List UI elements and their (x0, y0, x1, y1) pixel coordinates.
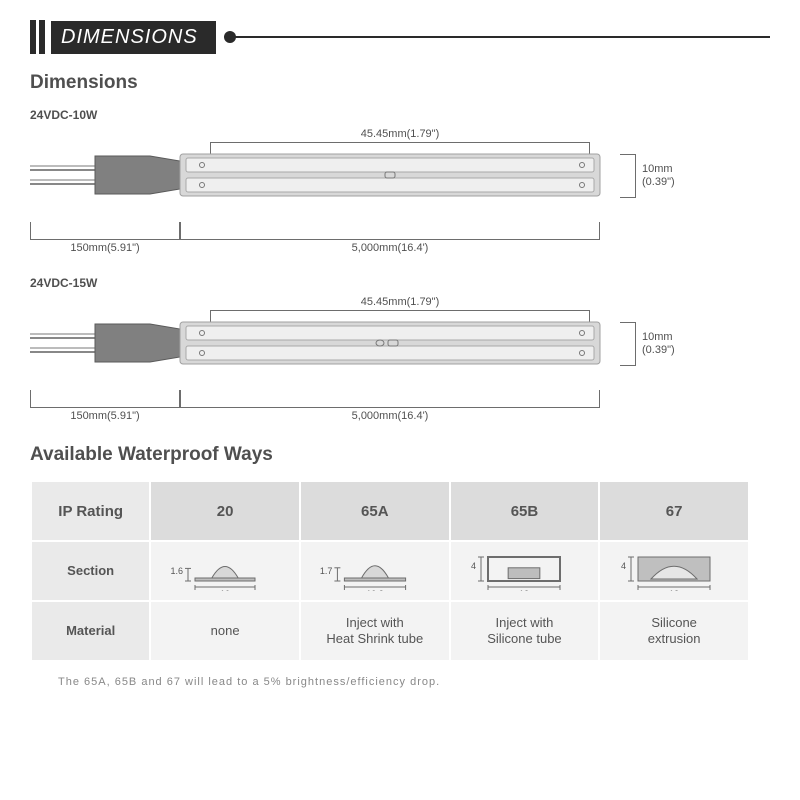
banner-rule (230, 36, 770, 38)
section-profile-icon: 1.7 10.2 (320, 551, 430, 591)
banner-accent-bars (30, 20, 45, 54)
table-rowheader-material: Material (31, 601, 150, 661)
waterproof-table: IP Rating 2065A65B67 Section 1.6 10 1.7 … (30, 480, 750, 662)
section-banner: DIMENSIONS (30, 20, 770, 54)
dim-right-value-2: (0.39") (642, 344, 675, 357)
strip-diagram (30, 314, 620, 372)
heading-waterproof: Available Waterproof Ways (30, 444, 770, 466)
table-column-header: 65A (300, 481, 450, 541)
table-cell-section: 4 12 (450, 541, 600, 601)
dimension-diagrams: 24VDC-10W 45.45mm(1.79") 10mm (0.39") (30, 108, 770, 426)
strip-diagram (30, 146, 620, 204)
table-column-header: 65B (450, 481, 600, 541)
dim-bottom-left: 150mm(5.91") (70, 242, 139, 254)
svg-text:12: 12 (669, 589, 679, 591)
dim-top-value: 45.45mm(1.79") (361, 128, 440, 140)
dim-bottom-left: 150mm(5.91") (70, 410, 139, 422)
dim-right: 10mm (0.39") (620, 322, 675, 366)
table-cell-section: 4 12 (599, 541, 749, 601)
dim-top-value: 45.45mm(1.79") (361, 296, 440, 308)
svg-text:10.2: 10.2 (366, 589, 384, 591)
dim-bottom: 150mm(5.91") 5,000mm(16.4') (30, 222, 600, 254)
footnote: The 65A, 65B and 67 will lead to a 5% br… (58, 676, 770, 688)
dim-bottom-right: 5,000mm(16.4') (352, 242, 429, 254)
svg-text:4: 4 (471, 561, 476, 571)
dim-right-value-1: 10mm (642, 163, 675, 176)
section-profile-icon: 4 12 (619, 551, 729, 591)
table-cell-material: none (150, 601, 300, 661)
svg-text:1.6: 1.6 (171, 566, 184, 576)
dim-right: 10mm (0.39") (620, 154, 675, 198)
model-label: 24VDC-15W (30, 276, 770, 290)
table-cell-material: Inject withHeat Shrink tube (300, 601, 450, 661)
svg-text:12: 12 (519, 589, 529, 591)
dim-right-value-1: 10mm (642, 331, 675, 344)
dim-right-value-2: (0.39") (642, 176, 675, 189)
table-column-header: 20 (150, 481, 300, 541)
section-profile-icon: 4 12 (469, 551, 579, 591)
table-cell-section: 1.7 10.2 (300, 541, 450, 601)
banner-label: DIMENSIONS (51, 21, 216, 54)
table-column-header: 67 (599, 481, 749, 541)
table-cell-material: Siliconeextrusion (599, 601, 749, 661)
svg-text:4: 4 (621, 561, 626, 571)
diagram-block: 45.45mm(1.79") 10mm (0.39") (30, 296, 770, 426)
table-rowheader-section: Section (31, 541, 150, 601)
heading-dimensions: Dimensions (30, 72, 770, 94)
svg-text:1.7: 1.7 (320, 566, 332, 576)
diagram-block: 45.45mm(1.79") 10mm (0.39") (30, 128, 770, 258)
table-cell-section: 1.6 10 (150, 541, 300, 601)
table-cell-material: Inject withSilicone tube (450, 601, 600, 661)
section-profile-icon: 1.6 10 (170, 551, 280, 591)
model-label: 24VDC-10W (30, 108, 770, 122)
dim-bottom: 150mm(5.91") 5,000mm(16.4') (30, 390, 600, 422)
table-header-ip-rating: IP Rating (31, 481, 150, 541)
dim-bottom-right: 5,000mm(16.4') (352, 410, 429, 422)
svg-text:10: 10 (220, 589, 230, 591)
